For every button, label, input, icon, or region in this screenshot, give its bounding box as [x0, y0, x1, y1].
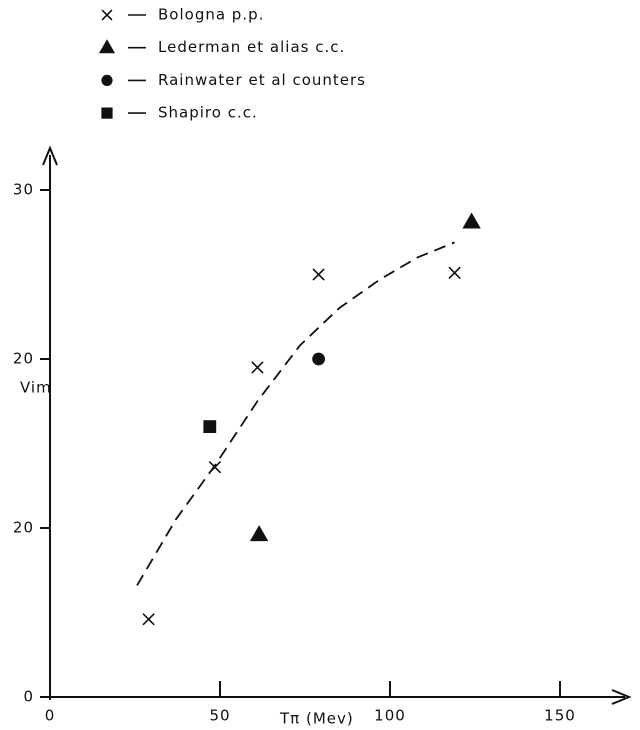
y-tick-label: 20 [13, 519, 34, 537]
legend-marker [101, 9, 113, 21]
x-axis-label: Tπ (Mev) [279, 710, 354, 728]
legend-label: Shapiro c.c. [158, 104, 258, 122]
legend-marker [101, 74, 113, 86]
marker-triangle [462, 212, 481, 229]
x-tick-label: 150 [544, 707, 576, 725]
fit-curve [136, 241, 455, 586]
legend-label: Rainwater et al counters [158, 71, 366, 89]
y-tick-label: 0 [23, 688, 34, 706]
marker-square [203, 420, 217, 433]
y-tick-label: 20 [13, 350, 34, 368]
x-tick-label: 50 [209, 707, 230, 725]
marker-x [142, 613, 155, 626]
x-tick-label: 100 [374, 707, 406, 725]
marker-circle [312, 352, 325, 366]
x-axis [50, 689, 632, 705]
marker-triangle [249, 525, 269, 542]
legend-label: Bologna p.p. [158, 6, 264, 24]
y-axis [42, 145, 58, 697]
marker-x [312, 268, 325, 281]
y-axis-label: Vim [20, 379, 52, 397]
legend-marker [98, 39, 116, 54]
marker-x [448, 266, 461, 279]
y-tick-label: 30 [13, 181, 34, 199]
legend-label: Lederman et alias c.c. [158, 38, 345, 56]
x-tick-label: 0 [45, 707, 56, 725]
legend-marker [101, 107, 113, 119]
marker-x [208, 460, 222, 474]
marker-x [251, 361, 264, 374]
